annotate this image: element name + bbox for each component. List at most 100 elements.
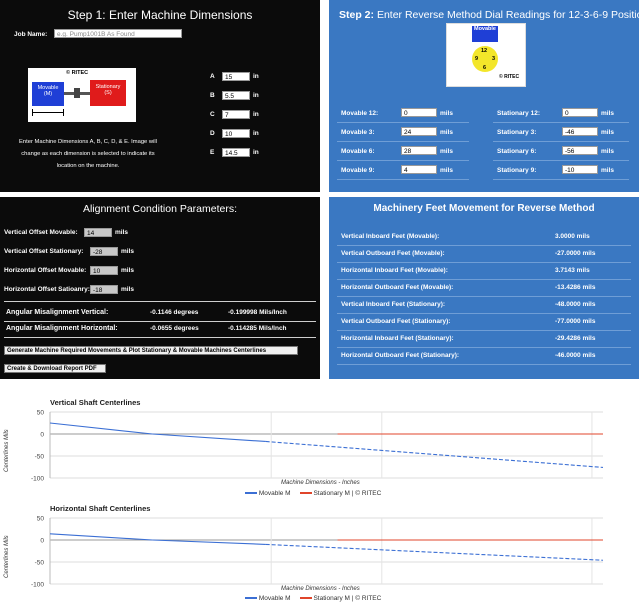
dial-9: 9: [475, 56, 479, 62]
series-movable-segment: [49, 422, 153, 435]
stationary-reading-input[interactable]: -46: [562, 127, 598, 136]
dimension-d-label: D: [210, 130, 215, 137]
job-name-input[interactable]: e.g. Pump1001B As Found: [54, 29, 182, 38]
reading-divider: [337, 160, 469, 161]
offset-label: Vertical Offset Movable:: [4, 229, 78, 236]
movable-reading-input[interactable]: 0: [401, 108, 437, 117]
feet-movement-value: -48.0000 mils: [555, 301, 596, 308]
offset-unit: mils: [121, 286, 135, 293]
step1-panel: Step 1: Enter Machine Dimensions Job Nam…: [0, 0, 320, 192]
offset-label: Vertical Offset Stationary:: [4, 248, 84, 255]
angular-mils: -0.199998 Mils/Inch: [228, 309, 287, 316]
step1-description: Enter Machine Dimensions A, B, C, D, & E…: [0, 136, 176, 172]
dimension-d-unit: in: [253, 130, 259, 137]
stationary-machine-label: Stationary (S): [95, 84, 121, 96]
legend-movable-label: Movable M: [258, 490, 291, 497]
feet-movement-value: -27.0000 mils: [555, 250, 596, 257]
vertical-chart-plot: 50 0 -50 -100: [31, 410, 604, 483]
dimension-line: [32, 112, 64, 113]
movable-reading-label: Movable 3:: [341, 129, 375, 136]
stationary-reading-input[interactable]: 0: [562, 108, 598, 117]
dimension-c-unit: in: [253, 111, 259, 118]
feet-divider: [337, 296, 631, 297]
dimension-tick-right: [63, 109, 64, 116]
dial-movable-box: [472, 26, 498, 42]
feet-divider: [337, 279, 631, 280]
dimension-b-input[interactable]: 5.5: [222, 91, 250, 100]
stationary-reading-input[interactable]: -56: [562, 146, 598, 155]
step2-title: Step 2: Enter Reverse Method Dial Readin…: [339, 9, 639, 21]
legend-movable-label: Movable M: [258, 595, 291, 602]
reading-divider: [493, 141, 629, 142]
dimension-tick-left: [32, 109, 33, 116]
offset-unit: mils: [115, 229, 129, 236]
stationary-reading-label: Stationary 6:: [497, 148, 537, 155]
dimension-c-label: C: [210, 111, 215, 118]
dimension-c-input[interactable]: 7: [222, 110, 250, 119]
dimension-e-input[interactable]: 14.5: [222, 148, 250, 157]
feet-movement-label: Horizontal Outboard Feet (Stationary):: [341, 352, 460, 359]
y-tick-label: -100: [31, 582, 44, 589]
movable-reading-unit: mils: [440, 110, 454, 117]
dial-3: 3: [492, 56, 496, 62]
dial-copyright: © RITEC: [499, 74, 520, 80]
feet-movement-label: Vertical Outboard Feet (Stationary):: [341, 318, 451, 325]
horizontal-chart-xlabel: Machine Dimensions - Inches: [281, 586, 360, 592]
movable-reading-unit: mils: [440, 167, 454, 174]
reading-divider: [493, 179, 629, 180]
angular-mils: -0.114285 Mils/Inch: [228, 325, 287, 332]
feet-movement-value: -13.4286 mils: [555, 284, 596, 291]
offset-value[interactable]: 14: [84, 228, 112, 237]
generate-movements-button[interactable]: Generate Machine Required Movements & Pl…: [4, 346, 298, 355]
y-tick-label: -100: [31, 476, 44, 483]
stationary-machine-box: [90, 80, 126, 106]
series-movable-segment: [152, 433, 266, 443]
stationary-reading-unit: mils: [601, 167, 615, 174]
legend-stationary-swatch: [299, 597, 312, 600]
feet-divider: [337, 245, 631, 246]
y-tick-label: -50: [35, 560, 45, 567]
description-line-2: change as each dimension is selected to …: [21, 151, 155, 157]
movable-reading-input[interactable]: 24: [401, 127, 437, 136]
offset-value[interactable]: -18: [90, 285, 118, 294]
dial-movable-label: Movable: [473, 26, 496, 32]
create-report-button[interactable]: Create & Download Report PDF: [4, 364, 106, 373]
description-line-1: Enter Machine Dimensions A, B, C, D, & E…: [19, 139, 157, 145]
offset-value[interactable]: -28: [90, 247, 118, 256]
dimension-d-input[interactable]: 10: [222, 129, 250, 138]
offset-label: Horizontal Offset Movable:: [4, 267, 87, 274]
description-line-3: location on the machine.: [56, 163, 120, 169]
feet-divider: [337, 262, 631, 263]
alignment-panel: Alignment Condition Parameters: Vertical…: [0, 197, 320, 379]
feet-title: Machinery Feet Movement for Reverse Meth…: [373, 203, 595, 214]
movable-reading-label: Movable 6:: [341, 148, 375, 155]
y-tick-label: -50: [35, 454, 45, 461]
movable-reading-input[interactable]: 28: [401, 146, 437, 155]
stationary-reading-label: Stationary 9:: [497, 167, 537, 174]
stationary-reading-input[interactable]: -10: [562, 165, 598, 174]
job-name-label: Job Name:: [14, 31, 48, 38]
horizontal-chart: Horizontal Shaft Centerlines Centerlines…: [0, 498, 639, 604]
step2-title-bold: Step 2:: [339, 9, 375, 21]
legend-stationary-label: Stationary M | © RITEC: [313, 595, 382, 602]
feet-movement-label: Vertical Outboard Feet (Movable):: [341, 250, 445, 257]
stationary-reading-label: Stationary 12:: [497, 110, 540, 117]
angular-divider: [4, 337, 316, 338]
feet-movement-label: Vertical Inboard Feet (Stationary):: [341, 301, 446, 308]
stationary-reading-unit: mils: [601, 148, 615, 155]
movable-reading-label: Movable 9:: [341, 167, 375, 174]
offset-value[interactable]: 10: [90, 266, 118, 275]
dimension-a-input[interactable]: 15: [222, 72, 250, 81]
feet-movement-value: -46.0000 mils: [555, 352, 596, 359]
feet-movement-label: Vertical Inboard Feet (Movable):: [341, 233, 440, 240]
legend-stationary-label: Stationary M | © RITEC: [313, 490, 382, 497]
offset-label: Horizontal Offset Satioanry:: [4, 286, 90, 293]
movable-reading-label: Movable 12:: [341, 110, 379, 117]
movable-machine-box: [32, 82, 64, 106]
dimension-a-unit: in: [253, 73, 259, 80]
step2-title-rest: Enter Reverse Method Dial Readings for 1…: [376, 9, 639, 21]
vertical-chart-title: Vertical Shaft Centerlines: [50, 398, 141, 407]
feet-panel: Machinery Feet Movement for Reverse Meth…: [329, 197, 639, 379]
feet-divider: [337, 364, 631, 365]
movable-reading-input[interactable]: 4: [401, 165, 437, 174]
